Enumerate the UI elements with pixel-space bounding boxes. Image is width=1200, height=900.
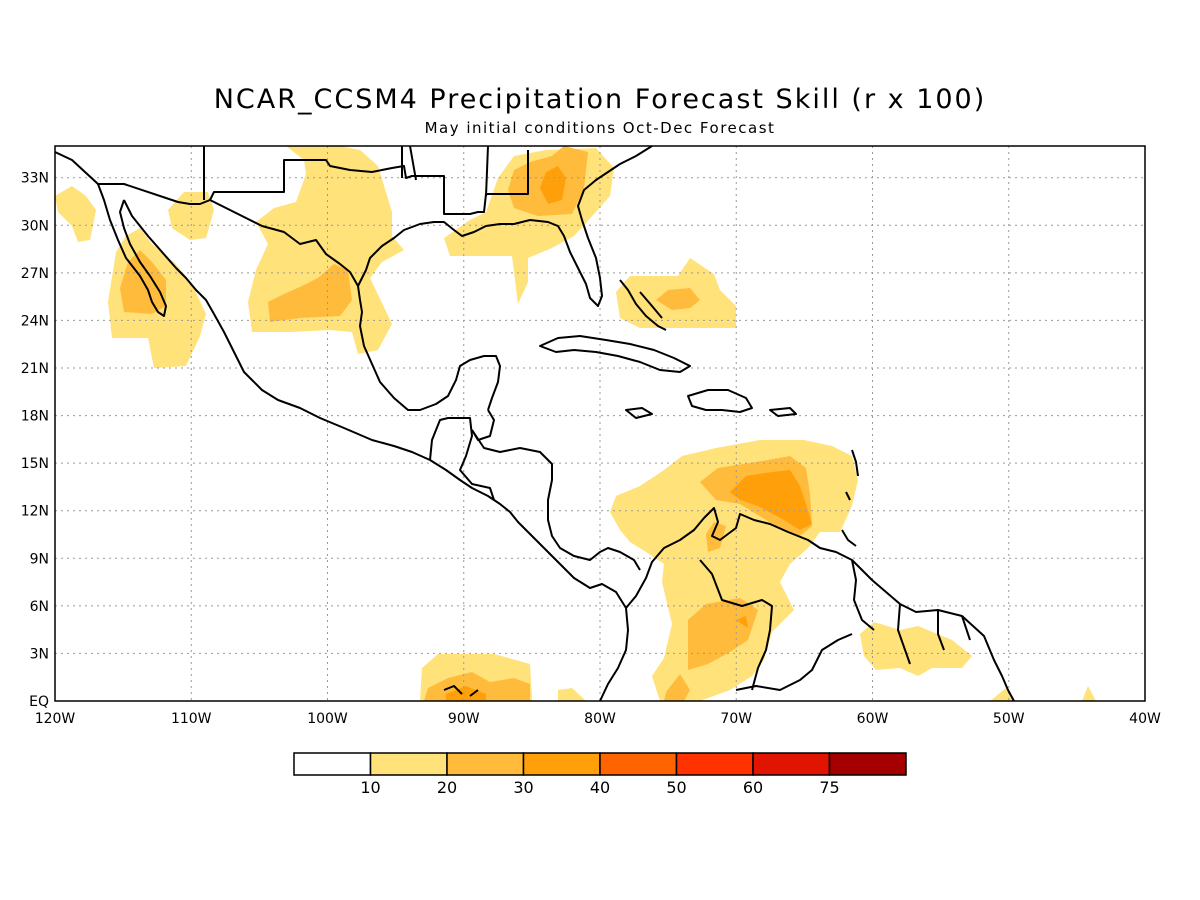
lon-tick-label: 60W — [857, 711, 889, 727]
lat-tick-label: 21N — [21, 361, 49, 377]
skill-shading — [55, 146, 1096, 701]
map-subtitle: May initial conditions Oct-Dec Forecast — [424, 119, 776, 137]
lon-tick-label: 100W — [307, 711, 348, 727]
lat-tick-label: 12N — [21, 504, 49, 520]
lat-tick-label: 3N — [30, 646, 49, 662]
colorbar-swatch — [369, 752, 448, 776]
colorbar-swatch — [675, 752, 754, 776]
colorbar-label: 40 — [589, 778, 611, 797]
colorbar-swatch — [522, 752, 601, 776]
lat-tick-label: 24N — [21, 313, 49, 329]
lon-tick-label: 40W — [1129, 711, 1161, 727]
plot-frame — [54, 145, 1146, 702]
lat-tick-label: 18N — [21, 409, 49, 425]
map-title: NCAR_CCSM4 Precipitation Forecast Skill … — [213, 84, 987, 115]
lat-tick-label: 9N — [30, 551, 49, 567]
lon-tick-label: 120W — [35, 711, 76, 727]
colorbar-label: 30 — [513, 778, 534, 797]
lon-tick-label: 110W — [171, 711, 212, 727]
coastlines — [55, 146, 1015, 701]
lat-tick-label: 33N — [21, 171, 49, 187]
lat-tick-label: 6N — [30, 599, 49, 615]
colorbar-label: 75 — [819, 778, 840, 797]
colorbar-label: 60 — [742, 778, 764, 797]
lon-tick-label: 50W — [993, 711, 1025, 727]
colorbar-label: 10 — [360, 778, 381, 797]
colorbar-swatch — [293, 752, 372, 776]
lon-tick-label: 70W — [720, 711, 752, 727]
skill-level-10-20 — [55, 146, 1096, 701]
lat-tick-label: 27N — [21, 266, 49, 282]
colorbar-swatch — [752, 752, 831, 776]
lon-tick-label: 90W — [448, 711, 480, 727]
colorbar-swatch — [599, 752, 678, 776]
colorbar-swatch — [828, 752, 907, 776]
lat-tick-label: 30N — [21, 218, 49, 234]
lon-tick-label: 80W — [584, 711, 616, 727]
skill-level-30-40 — [446, 166, 812, 701]
colorbar-label: 50 — [666, 778, 687, 797]
colorbar — [293, 752, 907, 776]
colorbar-swatch — [446, 752, 525, 776]
colorbar-label: 20 — [436, 778, 458, 797]
lat-tick-label: EQ — [29, 694, 49, 710]
grid-lines — [55, 146, 1145, 701]
lat-tick-label: 15N — [21, 456, 49, 472]
lon-tick-labels: 120W 110W 100W 90W 80W 70W 60W 50W 40W — [35, 711, 1161, 727]
lat-tick-labels: EQ 3N 6N 9N 12N 15N 18N 21N 24N 27N 30N 33N — [21, 171, 49, 710]
